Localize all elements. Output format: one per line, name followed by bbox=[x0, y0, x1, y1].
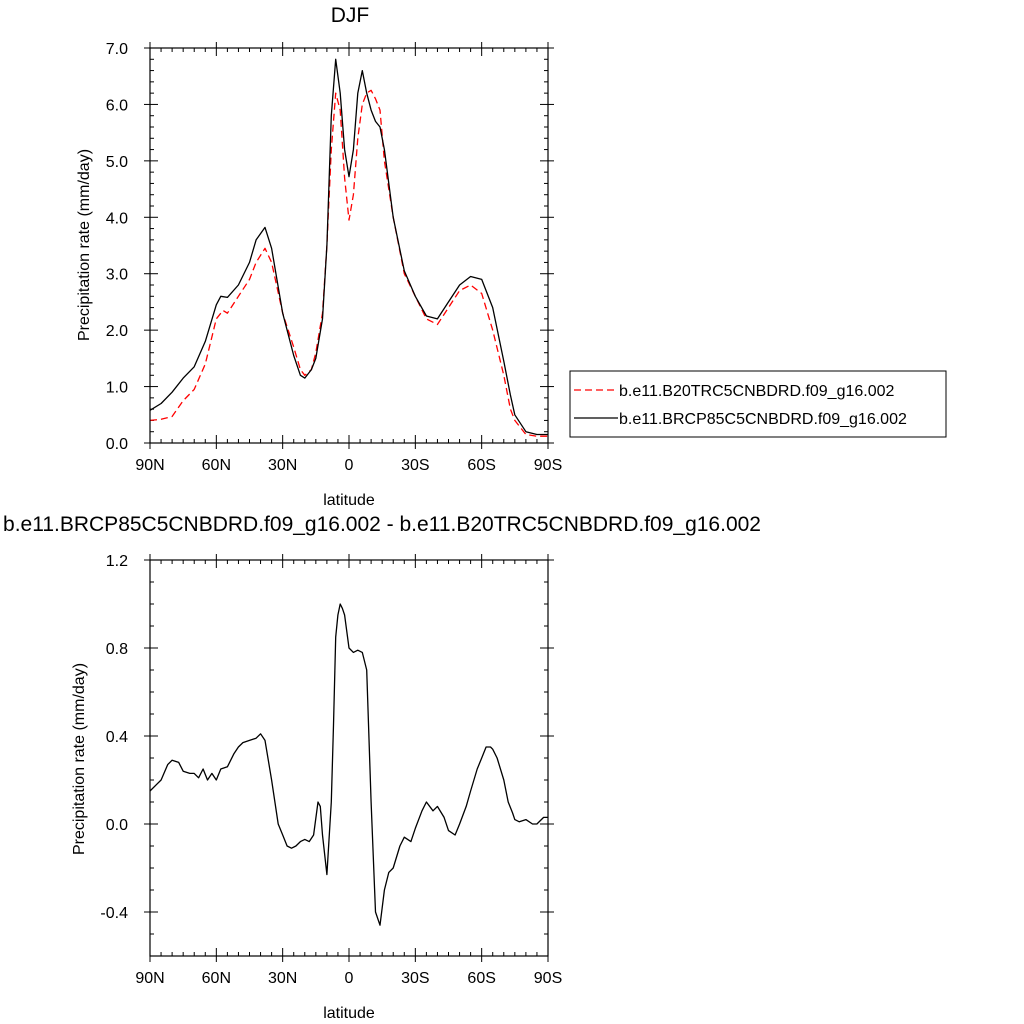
top-chart-legend: b.e11.B20TRC5CNBDRD.f09_g16.002 b.e11.BR… bbox=[569, 370, 947, 438]
top-chart-xlabel: latitude bbox=[323, 492, 375, 509]
y-tick-label: 0.4 bbox=[106, 729, 128, 746]
x-tick-label: 60S bbox=[467, 457, 495, 474]
bottom-chart-title: b.e11.BRCP85C5CNBDRD.f09_g16.002 - b.e11… bbox=[3, 513, 761, 536]
y-tick-label: 7.0 bbox=[106, 41, 128, 58]
bottom-chart: b.e11.BRCP85C5CNBDRD.f09_g16.002 - b.e11… bbox=[3, 513, 761, 1022]
x-tick-label: 30N bbox=[268, 970, 297, 987]
y-tick-label: 0.0 bbox=[106, 436, 128, 453]
x-tick-label: 30S bbox=[401, 457, 429, 474]
top-chart-title: DJF bbox=[331, 4, 370, 27]
bottom-chart-tick-labels: 90N 60N 30N 0 30S 60S 90S -0.4 0.0 0.4 0.8 1.2 bbox=[100, 553, 562, 987]
legend-label-historical: b.e11.B20TRC5CNBDRD.f09_g16.002 bbox=[619, 383, 895, 400]
top-chart-ticks bbox=[144, 42, 554, 449]
y-tick-label: 1.2 bbox=[106, 553, 128, 570]
top-chart-ylabel: Precipitation rate (mm/day) bbox=[76, 149, 93, 341]
y-tick-label: 0.0 bbox=[106, 817, 128, 834]
y-tick-label: 2.0 bbox=[106, 323, 128, 340]
legend-frame bbox=[569, 370, 947, 438]
x-tick-label: 60N bbox=[202, 457, 231, 474]
x-tick-label: 30N bbox=[268, 457, 297, 474]
y-tick-label: 3.0 bbox=[106, 267, 128, 284]
x-tick-label: 90N bbox=[135, 970, 164, 987]
x-tick-label: 30S bbox=[401, 970, 429, 987]
y-tick-label: 4.0 bbox=[106, 210, 128, 227]
legend-label-rcp85: b.e11.BRCP85C5CNBDRD.f09_g16.002 bbox=[619, 411, 907, 428]
top-series-line-1 bbox=[149, 58, 548, 436]
bottom-chart-lines bbox=[149, 603, 548, 926]
bottom-chart-ticks bbox=[144, 554, 554, 962]
y-tick-label: -0.4 bbox=[100, 905, 128, 922]
y-tick-label: 5.0 bbox=[106, 154, 128, 171]
bottom-series-line-0 bbox=[149, 603, 548, 926]
x-tick-label: 60S bbox=[467, 970, 495, 987]
top-chart: DJF Precipitation rate (mm/day) latitude… bbox=[76, 4, 562, 509]
bottom-chart-ylabel: Precipitation rate (mm/day) bbox=[71, 663, 88, 855]
top-chart-lines bbox=[149, 58, 548, 437]
x-tick-label: 90S bbox=[534, 970, 562, 987]
x-tick-label: 0 bbox=[345, 457, 354, 474]
x-tick-label: 90S bbox=[534, 457, 562, 474]
bottom-chart-plot-frame bbox=[149, 559, 549, 957]
x-tick-label: 0 bbox=[345, 970, 354, 987]
top-chart-plot-frame bbox=[149, 47, 549, 444]
y-tick-label: 1.0 bbox=[106, 380, 128, 397]
x-tick-label: 60N bbox=[202, 970, 231, 987]
x-tick-label: 90N bbox=[135, 457, 164, 474]
bottom-chart-xlabel: latitude bbox=[323, 1005, 375, 1022]
top-series-line-0 bbox=[149, 89, 548, 437]
y-tick-label: 6.0 bbox=[106, 97, 128, 114]
y-tick-label: 0.8 bbox=[106, 641, 128, 658]
top-chart-tick-labels: 90N 60N 30N 0 30S 60S 90S 0.0 1.0 2.0 3.0 4.0 5.0 6.0… bbox=[106, 41, 562, 474]
